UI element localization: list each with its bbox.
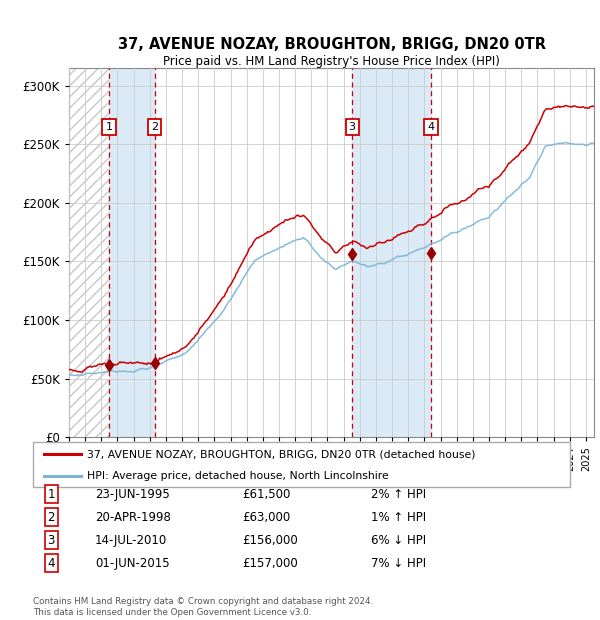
Text: Price paid vs. HM Land Registry's House Price Index (HPI): Price paid vs. HM Land Registry's House … [163, 56, 500, 68]
Text: 2: 2 [47, 511, 55, 524]
Text: 7% ↓ HPI: 7% ↓ HPI [371, 557, 427, 570]
Text: 3: 3 [349, 122, 356, 132]
Bar [109, 68, 155, 437]
Text: £63,000: £63,000 [242, 511, 290, 524]
Text: 1: 1 [47, 488, 55, 501]
FancyBboxPatch shape [33, 442, 570, 487]
Text: 6% ↓ HPI: 6% ↓ HPI [371, 534, 427, 547]
Text: 20-APR-1998: 20-APR-1998 [95, 511, 170, 524]
Text: £61,500: £61,500 [242, 488, 291, 501]
Text: £156,000: £156,000 [242, 534, 298, 547]
Text: 2% ↑ HPI: 2% ↑ HPI [371, 488, 427, 501]
Text: 2: 2 [151, 122, 158, 132]
Text: 37, AVENUE NOZAY, BROUGHTON, BRIGG, DN20 0TR (detached house): 37, AVENUE NOZAY, BROUGHTON, BRIGG, DN20… [87, 449, 475, 459]
Text: 4: 4 [47, 557, 55, 570]
Text: 4: 4 [428, 122, 435, 132]
Title: 37, AVENUE NOZAY, BROUGHTON, BRIGG, DN20 0TR: 37, AVENUE NOZAY, BROUGHTON, BRIGG, DN20… [118, 37, 545, 51]
Text: 1% ↑ HPI: 1% ↑ HPI [371, 511, 427, 524]
Text: 01-JUN-2015: 01-JUN-2015 [95, 557, 169, 570]
Text: Contains HM Land Registry data © Crown copyright and database right 2024.
This d: Contains HM Land Registry data © Crown c… [33, 598, 373, 617]
Text: 14-JUL-2010: 14-JUL-2010 [95, 534, 167, 547]
Text: £157,000: £157,000 [242, 557, 298, 570]
Text: 23-JUN-1995: 23-JUN-1995 [95, 488, 170, 501]
Text: 3: 3 [47, 534, 55, 547]
Text: HPI: Average price, detached house, North Lincolnshire: HPI: Average price, detached house, Nort… [87, 471, 388, 481]
Text: 1: 1 [106, 122, 112, 132]
Bar [352, 68, 431, 437]
